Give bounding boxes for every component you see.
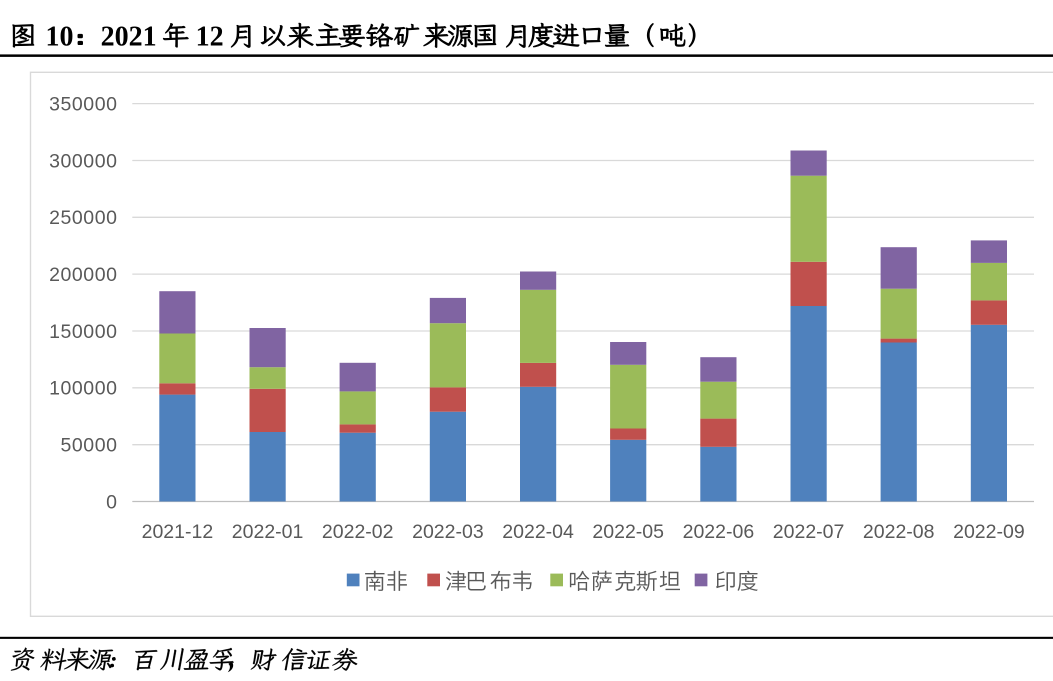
svg-text:2022-05: 2022-05: [592, 521, 664, 543]
svg-text:50000: 50000: [61, 435, 118, 457]
svg-text:2021-12: 2021-12: [142, 521, 214, 543]
svg-text:200000: 200000: [49, 264, 117, 286]
svg-text:2022-02: 2022-02: [322, 521, 394, 543]
svg-text:2022-09: 2022-09: [953, 521, 1025, 543]
svg-text:2022-04: 2022-04: [502, 521, 574, 543]
svg-text:0: 0: [106, 491, 117, 513]
svg-text:250000: 250000: [49, 207, 117, 229]
svg-text:2022-01: 2022-01: [232, 521, 304, 543]
svg-text:2022-03: 2022-03: [412, 521, 484, 543]
svg-text:150000: 150000: [49, 321, 117, 343]
svg-text:12: 12: [196, 21, 224, 52]
svg-text:2022-06: 2022-06: [683, 521, 755, 543]
svg-text:300000: 300000: [49, 150, 117, 172]
svg-text:2022-08: 2022-08: [863, 521, 935, 543]
svg-text:100000: 100000: [49, 378, 117, 400]
svg-text:2022-07: 2022-07: [773, 521, 845, 543]
svg-text:10: 10: [46, 21, 74, 52]
svg-text:350000: 350000: [49, 93, 117, 115]
svg-text:2021: 2021: [101, 21, 157, 52]
